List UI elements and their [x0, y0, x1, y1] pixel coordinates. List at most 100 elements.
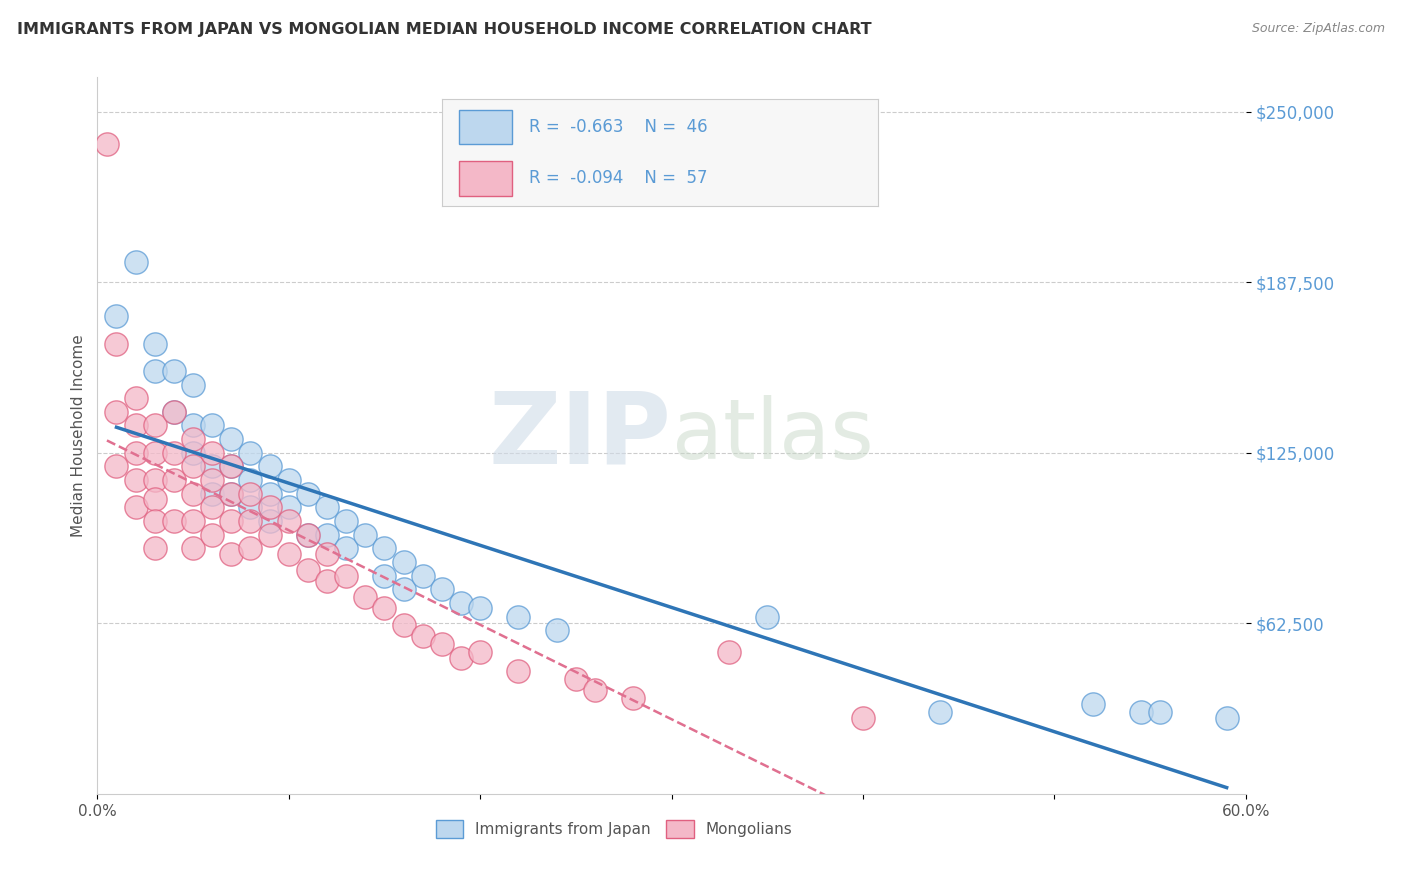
Point	[259, 514, 281, 528]
Point	[259, 527, 281, 541]
Point	[163, 364, 186, 378]
Text: Source: ZipAtlas.com: Source: ZipAtlas.com	[1251, 22, 1385, 36]
Point	[373, 568, 395, 582]
Point	[316, 574, 339, 588]
Point	[373, 541, 395, 556]
Point	[221, 547, 243, 561]
Point	[277, 473, 299, 487]
Point	[259, 459, 281, 474]
Point	[354, 527, 377, 541]
Point	[181, 446, 204, 460]
Point	[277, 514, 299, 528]
Point	[181, 418, 204, 433]
Point	[221, 487, 243, 501]
Point	[373, 601, 395, 615]
Point	[143, 336, 166, 351]
Point	[1215, 710, 1237, 724]
Point	[201, 459, 224, 474]
Point	[565, 673, 588, 687]
Point	[124, 500, 146, 515]
Point	[105, 459, 128, 474]
Point	[470, 645, 492, 659]
Point	[450, 650, 472, 665]
Point	[124, 391, 146, 405]
Point	[297, 487, 319, 501]
Point	[546, 624, 568, 638]
Point	[928, 705, 950, 719]
Point	[105, 336, 128, 351]
Point	[297, 563, 319, 577]
Point	[201, 473, 224, 487]
Point	[1129, 705, 1152, 719]
Point	[143, 492, 166, 507]
Point	[201, 527, 224, 541]
Legend: Immigrants from Japan, Mongolians: Immigrants from Japan, Mongolians	[429, 814, 799, 844]
Text: ZIP: ZIP	[489, 387, 672, 484]
Point	[105, 405, 128, 419]
Point	[124, 446, 146, 460]
Point	[239, 487, 262, 501]
Point	[335, 541, 357, 556]
Point	[239, 500, 262, 515]
Point	[105, 310, 128, 324]
Point	[508, 609, 530, 624]
Point	[412, 568, 434, 582]
Point	[335, 568, 357, 582]
Point	[201, 487, 224, 501]
Text: IMMIGRANTS FROM JAPAN VS MONGOLIAN MEDIAN HOUSEHOLD INCOME CORRELATION CHART: IMMIGRANTS FROM JAPAN VS MONGOLIAN MEDIA…	[17, 22, 872, 37]
Point	[221, 459, 243, 474]
Point	[1081, 697, 1104, 711]
Point	[239, 514, 262, 528]
Point	[259, 487, 281, 501]
Point	[450, 596, 472, 610]
Point	[221, 487, 243, 501]
Point	[316, 527, 339, 541]
Point	[163, 446, 186, 460]
Point	[163, 405, 186, 419]
Point	[508, 664, 530, 678]
Point	[259, 500, 281, 515]
Point	[239, 473, 262, 487]
Point	[163, 514, 186, 528]
Point	[124, 254, 146, 268]
Point	[143, 364, 166, 378]
Point	[852, 710, 875, 724]
Point	[1149, 705, 1171, 719]
Point	[143, 541, 166, 556]
Point	[221, 432, 243, 446]
Point	[335, 514, 357, 528]
Point	[181, 514, 204, 528]
Point	[143, 473, 166, 487]
Point	[181, 541, 204, 556]
Point	[717, 645, 740, 659]
Point	[143, 514, 166, 528]
Point	[412, 629, 434, 643]
Point	[201, 446, 224, 460]
Point	[354, 591, 377, 605]
Point	[277, 500, 299, 515]
Point	[221, 514, 243, 528]
Text: atlas: atlas	[672, 395, 873, 476]
Point	[239, 541, 262, 556]
Point	[143, 446, 166, 460]
Point	[181, 377, 204, 392]
Point	[621, 691, 644, 706]
Point	[392, 555, 415, 569]
Point	[756, 609, 779, 624]
Y-axis label: Median Household Income: Median Household Income	[72, 334, 86, 537]
Point	[297, 527, 319, 541]
Point	[181, 487, 204, 501]
Point	[181, 432, 204, 446]
Point	[297, 527, 319, 541]
Point	[392, 617, 415, 632]
Point	[96, 137, 118, 152]
Point	[201, 418, 224, 433]
Point	[181, 459, 204, 474]
Point	[163, 473, 186, 487]
Point	[430, 582, 453, 597]
Point	[316, 547, 339, 561]
Point	[316, 500, 339, 515]
Point	[277, 547, 299, 561]
Point	[583, 683, 606, 698]
Point	[124, 473, 146, 487]
